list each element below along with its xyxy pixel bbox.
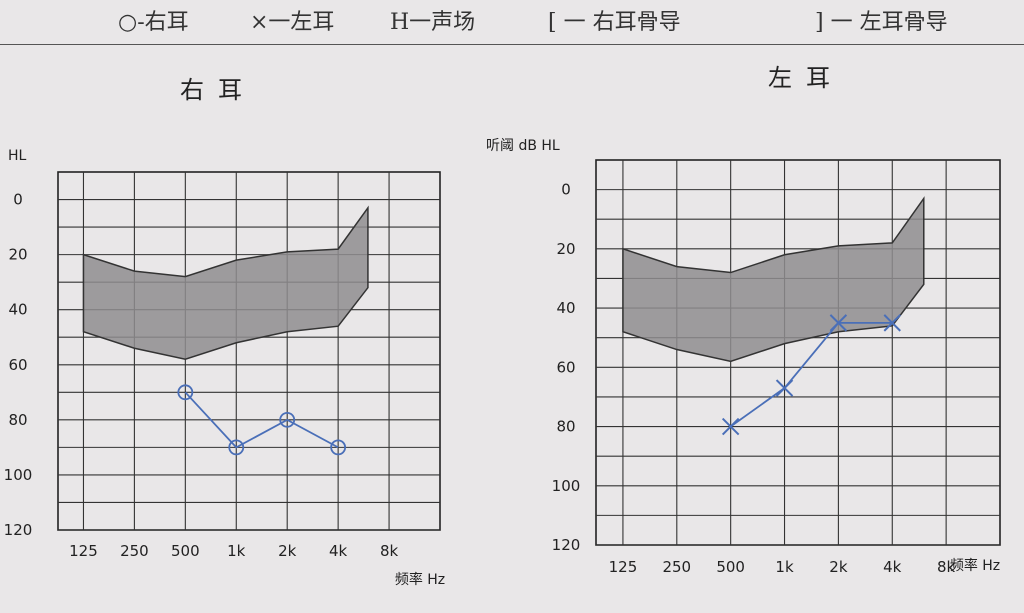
y-tick-label: 40 <box>8 301 27 319</box>
y-axis-label: HL <box>8 148 27 164</box>
y-tick-label: 40 <box>556 299 575 317</box>
data-point-x <box>883 314 901 332</box>
x-tick-label: 1k <box>775 558 794 576</box>
legend-right-air: ○-右耳 <box>118 10 189 35</box>
plot-frame <box>595 159 1001 546</box>
legend-bar: ○-右耳 ×一左耳 H一声场 [ 一 右耳骨导 ] 一 左耳骨导 <box>0 0 1024 45</box>
x-tick-label: 4k <box>329 542 348 560</box>
y-tick-label: 0 <box>13 191 23 209</box>
data-point-x <box>829 314 848 332</box>
data-point-circle <box>177 384 194 401</box>
x-axis-label: 频率 Hz <box>950 557 1000 574</box>
legend-sound-field: H一声场 <box>390 10 476 35</box>
left-ear-title: 左耳 <box>768 64 844 92</box>
legend-left-bone: ] 一 左耳骨导 <box>815 10 948 35</box>
x-tick-label: 500 <box>171 542 200 560</box>
x-axis-label: 频率 Hz <box>395 571 445 588</box>
plot-frame <box>57 171 441 531</box>
speech-banana-region <box>622 196 925 363</box>
series-line <box>730 321 893 428</box>
legend-right-bone: [ 一 右耳骨导 <box>548 10 681 35</box>
legend-left-air: ×一左耳 <box>250 10 335 35</box>
y-tick-label: 100 <box>4 466 33 484</box>
data-point-circle <box>330 439 347 456</box>
y-tick-label: 120 <box>4 521 33 539</box>
x-tick-label: 4k <box>883 558 902 576</box>
y-tick-label: 120 <box>552 536 581 554</box>
data-point-x <box>775 379 794 397</box>
x-tick-label: 2k <box>278 542 297 560</box>
data-point-circle <box>228 439 245 456</box>
y-tick-label: 20 <box>8 246 27 264</box>
x-tick-label: 250 <box>120 542 149 560</box>
x-tick-label: 125 <box>69 542 98 560</box>
data-point-x <box>721 417 740 436</box>
x-tick-label: 125 <box>609 558 638 576</box>
series-line <box>184 391 339 449</box>
x-tick-label: 8k <box>937 558 956 576</box>
right-ear-title: 右耳 <box>180 76 256 104</box>
x-tick-label: 500 <box>716 558 745 576</box>
x-tick-label: 1k <box>227 542 246 560</box>
x-tick-label: 8k <box>380 542 399 560</box>
y-tick-label: 100 <box>552 477 581 495</box>
y-tick-label: 60 <box>556 358 575 376</box>
y-tick-label: 0 <box>561 181 571 199</box>
y-axis-label: 听阈 dB HL <box>486 138 560 154</box>
data-point-circle <box>279 411 296 428</box>
x-tick-label: 250 <box>662 558 691 576</box>
speech-banana-region <box>82 205 369 361</box>
y-tick-label: 80 <box>8 411 27 429</box>
x-tick-label: 2k <box>829 558 848 576</box>
y-tick-label: 20 <box>556 240 575 258</box>
y-tick-label: 60 <box>8 356 27 374</box>
y-tick-label: 80 <box>556 418 575 436</box>
